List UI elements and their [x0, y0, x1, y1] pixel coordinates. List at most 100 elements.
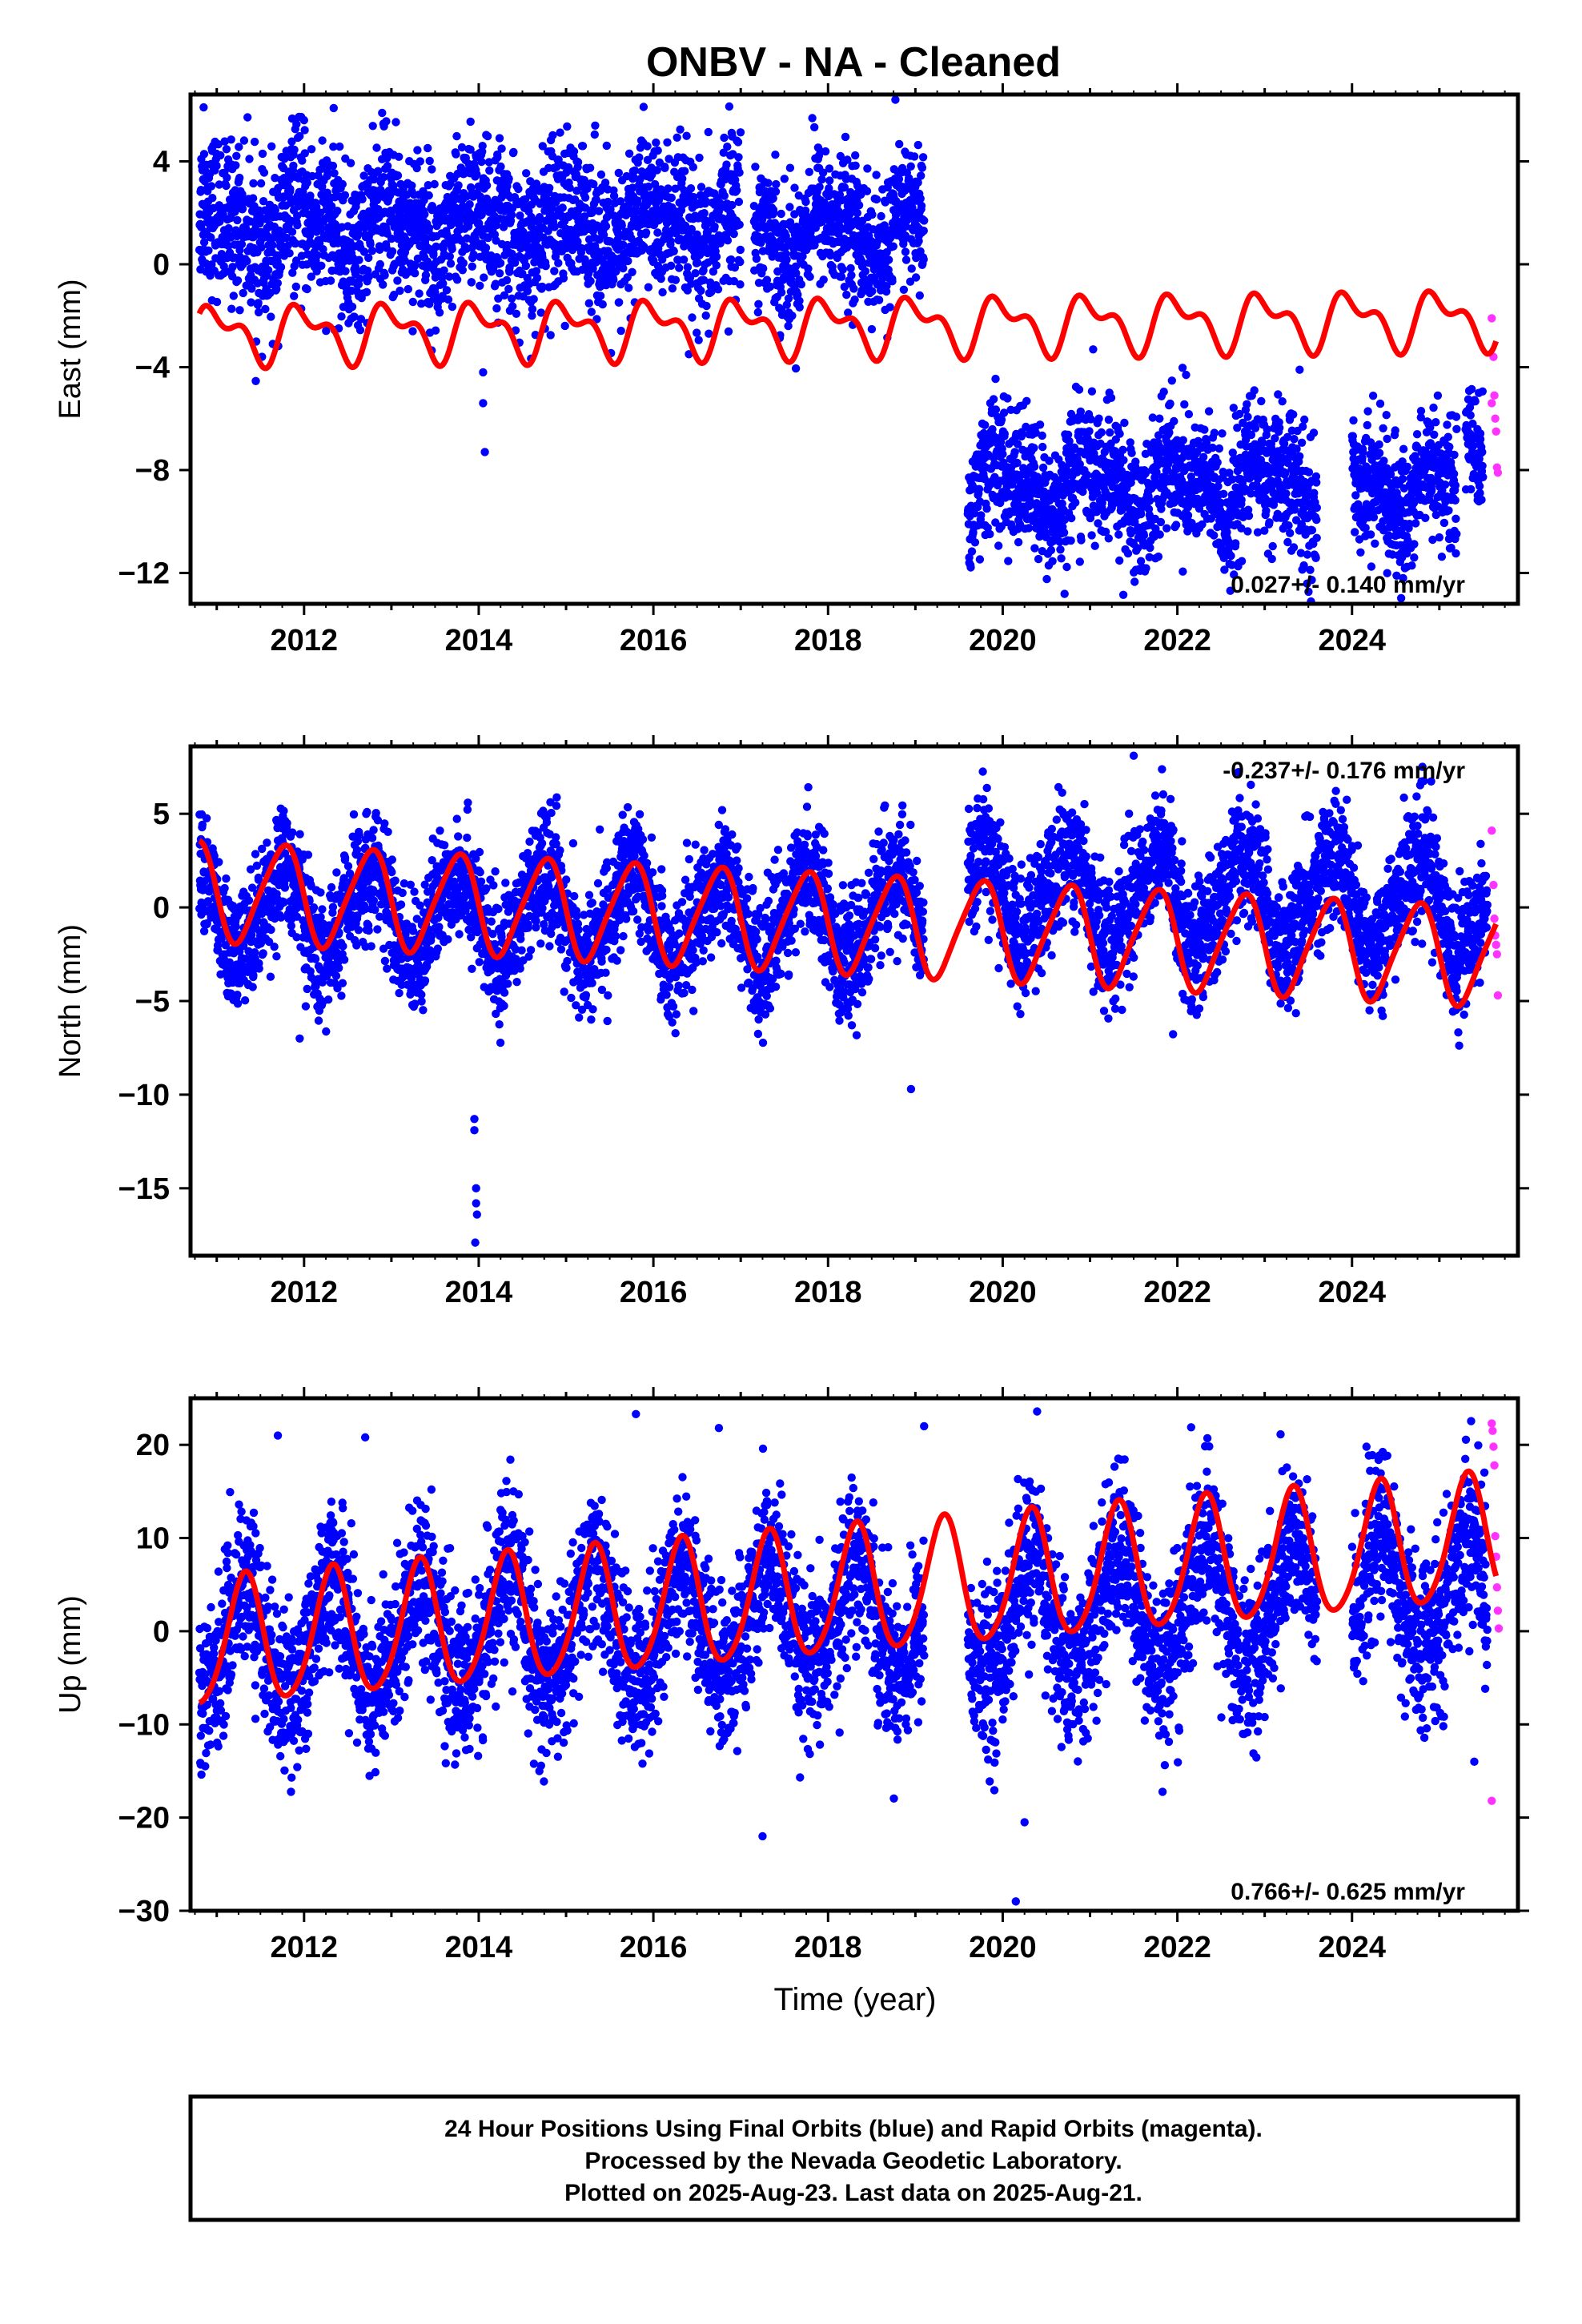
final-orbit-point: [1237, 557, 1247, 565]
final-orbit-point: [235, 306, 244, 315]
final-orbit-point: [1304, 468, 1314, 476]
final-orbit-point: [729, 229, 738, 239]
final-orbit-point: [1476, 435, 1485, 444]
final-orbit-point: [884, 255, 893, 264]
final-orbit-point: [1243, 527, 1252, 536]
final-orbit-point: [251, 376, 260, 385]
final-orbit-point: [1059, 528, 1069, 537]
final-orbit-point: [404, 284, 412, 294]
final-orbit-point: [630, 166, 640, 175]
final-orbit-point: [913, 140, 923, 150]
final-orbit-point: [424, 181, 432, 190]
final-orbit-point: [375, 259, 384, 269]
final-orbit-point: [769, 194, 777, 203]
final-orbit-point: [1265, 518, 1274, 527]
final-orbit-point: [1022, 396, 1031, 405]
final-orbit-point: [573, 158, 583, 167]
final-orbit-point: [248, 194, 258, 203]
final-orbit-point: [1437, 553, 1447, 561]
final-orbit-point: [295, 131, 304, 141]
final-orbit-point: [805, 167, 813, 176]
final-orbit-point: [606, 205, 615, 214]
final-orbit-point: [915, 291, 925, 300]
final-orbit-point: [701, 311, 710, 320]
final-orbit-point: [212, 161, 221, 171]
final-orbit-point: [291, 256, 301, 265]
final-orbit-point: [1295, 452, 1304, 460]
final-orbit-point: [256, 179, 266, 188]
final-orbit-point: [552, 163, 561, 171]
final-orbit-point: [261, 304, 270, 314]
final-orbit-point: [681, 167, 689, 175]
final-orbit-point: [307, 145, 316, 154]
final-orbit-point: [346, 159, 355, 167]
final-orbit-point: [704, 127, 713, 137]
final-orbit-point: [364, 272, 374, 281]
final-orbit-point: [1363, 420, 1372, 430]
final-orbit-point: [1183, 511, 1193, 520]
final-orbit-point: [614, 168, 623, 178]
final-orbit-point: [1142, 564, 1150, 573]
final-orbit-point: [710, 222, 719, 231]
final-orbit-point: [773, 267, 782, 276]
final-orbit-point: [1444, 506, 1453, 515]
final-orbit-point: [1227, 551, 1235, 561]
final-orbit-point: [1451, 496, 1460, 505]
final-orbit-point: [1407, 561, 1416, 570]
final-orbit-point: [1433, 391, 1443, 400]
final-orbit-point: [1368, 392, 1378, 400]
final-orbit-point: [424, 143, 432, 153]
final-orbit-point: [1200, 425, 1209, 434]
final-orbit-point: [424, 191, 433, 200]
final-orbit-point: [1170, 416, 1178, 426]
final-orbit-point: [330, 169, 339, 178]
final-orbit-point: [735, 168, 744, 177]
final-orbit-point: [1090, 541, 1099, 550]
final-orbit-point: [1048, 557, 1057, 565]
final-orbit-point: [1087, 531, 1096, 540]
final-orbit-point: [1375, 399, 1385, 408]
final-orbit-point: [479, 368, 488, 377]
final-orbit-point: [1307, 525, 1317, 535]
final-orbit-point: [375, 245, 384, 254]
final-orbit-point: [287, 137, 296, 146]
final-orbit-point: [493, 153, 502, 162]
final-orbit-point: [538, 142, 547, 151]
final-orbit-point: [290, 292, 299, 300]
final-orbit-point: [442, 286, 452, 295]
final-orbit-point: [337, 312, 346, 321]
final-orbit-point: [449, 196, 458, 206]
final-orbit-point: [1060, 589, 1069, 598]
final-orbit-point: [661, 163, 669, 172]
final-orbit-point: [239, 288, 247, 298]
final-orbit-point: [917, 201, 926, 211]
final-orbit-point: [228, 263, 237, 271]
final-orbit-point: [729, 276, 739, 286]
final-orbit-point: [307, 272, 315, 281]
final-orbit-point: [753, 308, 762, 317]
final-orbit-point: [667, 261, 676, 270]
final-orbit-point: [528, 304, 537, 314]
final-orbit-point: [658, 287, 667, 297]
final-orbit-point: [468, 243, 476, 252]
final-orbit-point: [355, 255, 363, 264]
final-orbit-point: [445, 252, 454, 261]
final-orbit-point: [1056, 545, 1065, 554]
final-orbit-point: [1120, 418, 1129, 428]
final-orbit-point: [1383, 434, 1391, 444]
final-orbit-point: [1057, 554, 1066, 563]
final-orbit-point: [318, 136, 327, 145]
final-orbit-point: [837, 272, 846, 281]
final-orbit-point: [644, 182, 653, 191]
final-orbit-point: [494, 294, 503, 303]
final-orbit-point: [734, 197, 744, 207]
final-orbit-point: [526, 177, 535, 186]
final-orbit-point: [1431, 418, 1440, 427]
final-orbit-point: [288, 268, 297, 277]
final-orbit-point: [901, 247, 910, 256]
final-orbit-point: [353, 228, 363, 237]
final-orbit-point: [508, 302, 517, 311]
final-orbit-point: [1231, 539, 1240, 548]
final-orbit-point: [861, 267, 870, 275]
final-orbit-point: [312, 203, 321, 211]
